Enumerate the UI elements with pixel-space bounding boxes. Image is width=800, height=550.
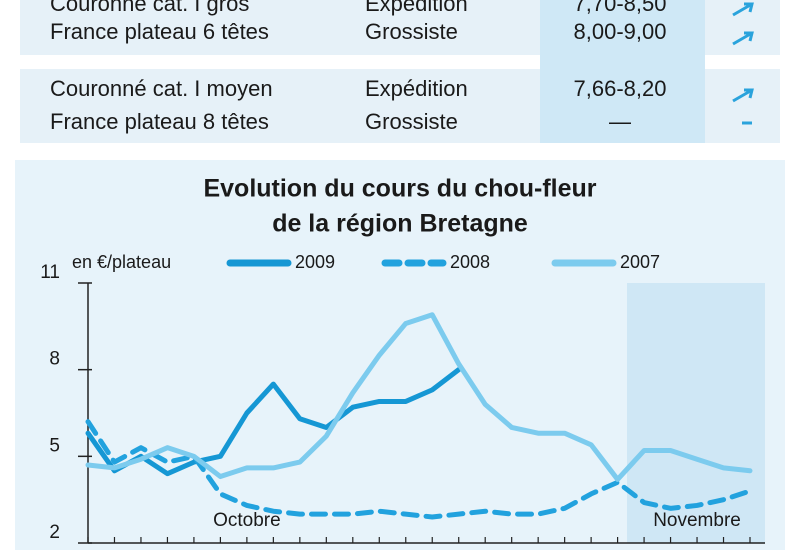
x-tick-label: Novembre: [653, 510, 741, 531]
chart-title: de la région Bretagne: [272, 210, 528, 238]
table: Couronné cat. I gros Expédition 7,70-8,50 F…: [50, 0, 666, 134]
series-line: [85, 312, 753, 482]
y-tick-label: 8: [49, 349, 60, 370]
y-tick-label: 11: [40, 262, 60, 283]
chart-title: Evolution du cours du chou-fleur: [203, 175, 596, 203]
cell: Expédition: [365, 0, 468, 16]
cell: Expédition: [365, 76, 468, 101]
cell: 7,70-8,50: [574, 0, 667, 16]
arrow-up: [732, 31, 754, 46]
cell: Couronné cat. I moyen: [50, 76, 273, 101]
legend-label: 2008: [450, 252, 490, 272]
cell: Couronné cat. I gros: [50, 0, 249, 16]
legend-label: 2007: [620, 252, 660, 272]
cell: France plateau 8 têtes: [50, 109, 269, 134]
november-shade: [627, 283, 765, 543]
x-tick-label: Octobre: [213, 510, 281, 531]
arrow-up: [732, 2, 754, 17]
price-column: [540, 0, 705, 143]
cell: Grossiste: [365, 19, 458, 44]
legend-label: 2009: [295, 252, 335, 272]
arrows: [732, 2, 754, 125]
cell: —: [609, 109, 631, 134]
y-axis-label: en €/plateau: [72, 252, 171, 272]
series-line: [85, 367, 462, 477]
arrow-up: [732, 88, 754, 103]
plot: 2 5 8 11 Octobre Novembre 2009 2008 2007: [40, 252, 753, 544]
cell: Grossiste: [365, 109, 458, 134]
y-tick-label: 2: [49, 522, 60, 543]
cell: France plateau 6 têtes: [50, 19, 269, 44]
y-tick-label: 5: [49, 435, 60, 456]
cell: 8,00-9,00: [574, 19, 667, 44]
cell: 7,66-8,20: [574, 76, 667, 101]
